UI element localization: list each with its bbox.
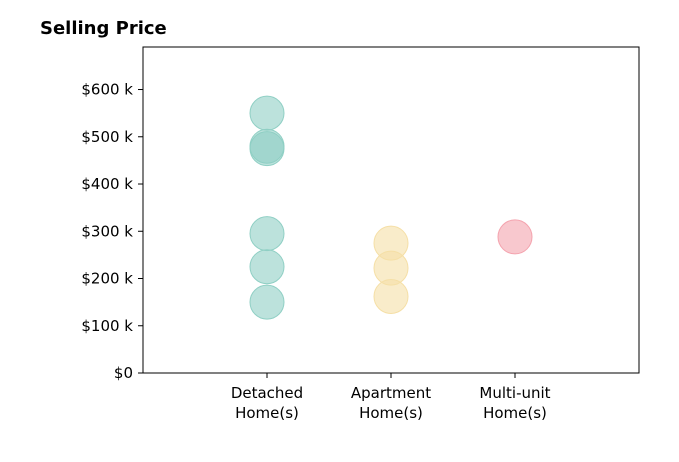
x-tick-label: Detached Home(s)	[231, 384, 303, 422]
plot-frame	[142, 46, 640, 374]
data-point	[249, 216, 285, 252]
data-points	[249, 95, 533, 320]
x-tick-label: Multi-unit Home(s)	[479, 384, 550, 422]
data-point	[497, 219, 533, 255]
y-tick-label: $200 k	[81, 270, 133, 288]
y-axis: $0 $100 k $200 k $300 k $400 k $500 k $600 k	[81, 81, 143, 382]
y-tick-label: $100 k	[81, 317, 133, 335]
x-tick-label-line: Apartment	[351, 384, 431, 402]
data-point	[249, 95, 285, 131]
x-tick-label-line: Home(s)	[359, 404, 423, 422]
y-tick-label: $0	[114, 364, 133, 382]
x-tick-label-line: Detached	[231, 384, 303, 402]
y-tick-label: $300 k	[81, 222, 133, 240]
data-point	[249, 284, 285, 320]
data-point	[249, 131, 285, 167]
x-tick-label: Apartment Home(s)	[351, 384, 431, 422]
y-tick-label: $400 k	[81, 175, 133, 193]
x-tick-label-line: Home(s)	[235, 404, 299, 422]
y-tick-label: $500 k	[81, 128, 133, 146]
data-point	[249, 249, 285, 285]
x-tick-label-line: Home(s)	[483, 404, 547, 422]
x-tick-label-line: Multi-unit	[479, 384, 550, 402]
y-tick-label: $600 k	[81, 81, 133, 99]
chart-title: Selling Price	[40, 18, 167, 39]
x-axis: Detached Home(s)Apartment Home(s)Multi-uni…	[231, 373, 551, 422]
data-point	[373, 278, 409, 314]
